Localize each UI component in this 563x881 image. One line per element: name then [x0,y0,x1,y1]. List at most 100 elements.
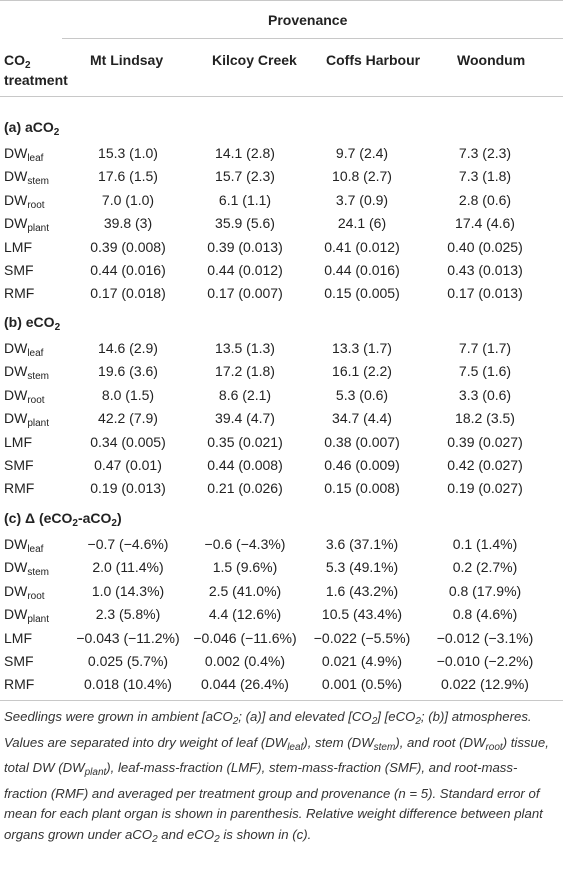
text-run: ; (a)] and elevated [CO [238,709,372,724]
cell: 3.6 (37.1%) [325,536,399,552]
cell: 5.3 (49.1%) [325,559,399,576]
cell: 18.2 (3.5) [455,410,515,427]
text-run: ; (b)] atmospheres. Values are separated… [4,709,532,750]
cell: 0.025 (5.7%) [87,653,169,669]
text-run: SMF [4,457,34,473]
cell: 10.8 (2.7) [332,168,392,185]
text-run: ), and root (DW [395,734,486,750]
row-label: DWplant [4,214,49,238]
cell: −0.043 (−11.2%) [76,629,180,646]
subscript: 2 [72,518,78,529]
row-label: DWroot [4,386,45,410]
cell: 0.43 (0.013) [447,262,523,278]
cell: −0.022 (−5.5%) [313,629,411,646]
cell: 0.21 (0.026) [207,480,283,497]
cell: 0.19 (0.027) [447,480,523,497]
subscript: stem [27,176,49,188]
cell: 7.3 (1.8) [458,168,512,185]
cell: 1.0 (14.3%) [91,582,165,599]
cell: 0.17 (0.018) [90,285,166,302]
cell: 0.002 (0.4%) [204,653,286,669]
text-run: DW [4,536,28,552]
text-run: SMF [4,262,34,278]
section-title: (a) aCO2 [4,118,59,142]
text-run: -aCO [77,510,112,526]
text-run: SMF [4,653,34,669]
cell: 7.7 (1.7) [458,340,512,356]
cell: 1.6 (43.2%) [325,582,399,599]
subscript: root [27,394,45,406]
treatment-header: treatment [4,72,68,88]
section-title: (b) eCO2 [4,313,60,337]
cell: 2.3 (5.8%) [95,606,161,623]
cell: 0.34 (0.005) [90,433,166,450]
cell: −0.010 (−2.2%) [436,653,534,669]
cell: 6.1 (1.1) [218,191,272,208]
subscript: stem [27,371,49,383]
cell: 0.021 (4.9%) [321,653,403,669]
cell: 2.0 (11.4%) [92,559,164,576]
cell: 17.4 (4.6) [455,215,515,232]
column-header: Mt Lindsay [90,52,164,68]
cell: 0.022 (12.9%) [441,676,529,693]
cell: 0.44 (0.008) [207,457,283,473]
cell: 0.47 (0.01) [94,457,162,473]
cell: 7.5 (1.6) [458,363,512,380]
subscript: plant [27,614,50,626]
group-header: Provenance [268,12,348,28]
cell: 0.19 (0.013) [90,480,166,497]
cell: 0.39 (0.008) [90,238,166,255]
cell: 8.0 (1.5) [101,386,155,403]
row-label: SMF [4,652,34,670]
cell: 19.6 (3.6) [98,363,158,380]
cell: 2.8 (0.6) [458,191,512,208]
footnote: Seedlings were grown in ambient [aCO2; (… [4,707,558,850]
cell: 1.5 (9.6%) [212,559,278,576]
cell: 0.44 (0.012) [207,262,283,278]
row-label: SMF [4,456,34,474]
subscript: leaf [27,348,44,359]
row-label: RMF [4,479,34,497]
row-label: RMF [4,675,34,693]
text-run: ), leaf-mass-fraction (LMF), stem-mass-f… [4,760,543,842]
column-header: Coffs Harbour [326,52,421,68]
text-run: DW [4,363,28,380]
cell: 5.3 (0.6) [335,386,389,403]
cell: 0.2 (2.7%) [452,559,518,576]
cell: 39.4 (4.7) [215,410,275,427]
text-run: LMF [4,433,32,450]
cell: 2.5 (41.0%) [208,582,282,599]
text-run: Seedlings were grown in ambient [aCO [4,709,233,724]
cell: 0.17 (0.013) [447,285,523,302]
cell: 0.39 (0.027) [447,433,523,450]
subscript: leaf [27,153,44,164]
row-label: DWstem [4,167,49,191]
cell: 0.8 (17.9%) [448,582,522,599]
subscript: 2 [53,127,60,138]
subscript: 2 [415,716,421,727]
row-label: DWstem [4,362,49,386]
cell: 0.40 (0.025) [447,238,523,255]
cell: 0.8 (4.6%) [452,606,518,623]
cell: −0.7 (−4.6%) [87,536,169,552]
subscript: plant [84,767,107,778]
cell: 0.38 (0.007) [324,433,400,450]
subscript: 2 [214,833,220,845]
cell: 13.3 (1.7) [332,340,392,356]
cell: 0.044 (26.4%) [201,676,289,693]
cell: −0.046 (−11.6%) [193,629,297,646]
row-label: DWstem [4,558,49,582]
subscript: plant [27,418,50,430]
text-run: ] [eCO [377,709,416,724]
text-run: DW [4,215,28,232]
rule [0,96,563,97]
subscript: 2 [232,716,239,727]
subscript: stem [373,741,396,753]
row-label: DWleaf [4,144,43,168]
text-run: (a) aCO [4,119,54,135]
cell: 24.1 (6) [337,215,387,232]
cell: 0.1 (1.4%) [452,536,518,552]
text-run: DW [4,386,28,403]
cell: 7.3 (2.3) [458,145,512,161]
